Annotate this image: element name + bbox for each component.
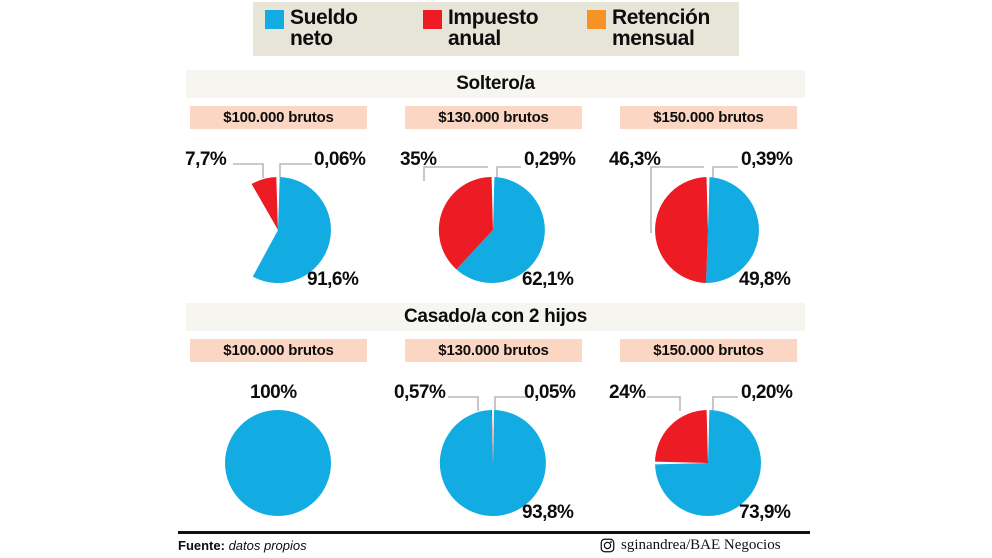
- column-label-soltero-100000: $100.000 brutos: [190, 106, 367, 129]
- column-label-casado-100000: $100.000 brutos: [190, 339, 367, 362]
- pie-label-sueldo: 100%: [250, 382, 297, 403]
- section-title-soltero: Soltero/a: [186, 70, 805, 98]
- pie-label-impuesto: 24%: [609, 382, 646, 403]
- pie-label-sueldo: 91,6%: [307, 269, 359, 290]
- pie-chart-soltero-150000: 46,3% 0,39% 49,8%: [605, 145, 820, 315]
- pie-label-sueldo: 73,9%: [739, 502, 791, 523]
- pie-label-impuesto: 7,7%: [185, 149, 227, 170]
- pie-chart-soltero-100000: 7,7% 0,06% 91,6%: [175, 145, 390, 315]
- footer-credit-text: sginandrea/BAE Negocios: [621, 537, 781, 553]
- pie-label-sueldo: 62,1%: [522, 269, 574, 290]
- pie-chart-svg: [650, 166, 759, 283]
- column-label-casado-150000: $150.000 brutos: [620, 339, 797, 362]
- footer-source-label: Fuente:: [178, 538, 225, 553]
- instagram-icon: [600, 538, 615, 553]
- footer-source: Fuente: datos propios: [178, 538, 307, 553]
- pie-chart-svg: [647, 396, 761, 516]
- legend-item-sueldo-neto: Sueldo neto: [253, 7, 417, 49]
- pie-chart-svg: [233, 163, 331, 283]
- pie-chart-casado-150000: 24% 0,20% 73,9%: [605, 378, 820, 548]
- pie-label-retencion: 0,20%: [741, 382, 793, 403]
- legend-item-retencion-mensual: Retención mensual: [581, 7, 739, 49]
- legend: Sueldo neto Impuesto anual Retención men…: [253, 2, 739, 56]
- pie-label-retencion: 0,05%: [524, 382, 576, 403]
- pie-chart-svg: [225, 410, 331, 516]
- footer-source-value: datos propios: [228, 538, 307, 553]
- legend-item-impuesto-anual: Impuesto anual: [417, 7, 581, 49]
- column-label-soltero-130000: $130.000 brutos: [405, 106, 582, 129]
- square-swatch-icon: [587, 10, 606, 29]
- square-swatch-icon: [265, 10, 284, 29]
- pie-label-retencion: 0,39%: [741, 149, 793, 170]
- pie-label-impuesto: 46,3%: [609, 149, 661, 170]
- pie-chart-soltero-130000: 35% 0,29% 62,1%: [390, 145, 605, 315]
- column-label-casado-130000: $130.000 brutos: [405, 339, 582, 362]
- square-swatch-icon: [423, 10, 442, 29]
- section-title-casado: Casado/a con 2 hijos: [186, 303, 805, 331]
- pie-chart-svg: [423, 166, 545, 283]
- legend-item-label: Retención mensual: [612, 6, 710, 50]
- column-label-soltero-150000: $150.000 brutos: [620, 106, 797, 129]
- pie-label-impuesto: 35%: [400, 149, 437, 170]
- legend-item-label: Sueldo neto: [290, 6, 358, 50]
- pie-chart-svg: [439, 396, 546, 516]
- legend-item-label: Impuesto anual: [448, 6, 539, 50]
- pie-label-retencion: 0,06%: [314, 149, 366, 170]
- pie-label-retencion: 0,29%: [524, 149, 576, 170]
- footer-divider: [178, 531, 810, 534]
- pie-chart-casado-100000: 100%: [175, 378, 390, 548]
- pie-label-sueldo: 49,8%: [739, 269, 791, 290]
- footer-credit: sginandrea/BAE Negocios: [600, 537, 781, 554]
- pie-label-sueldo: 93,8%: [522, 502, 574, 523]
- pie-chart-casado-130000: 0,57% 0,05% 93,8%: [390, 378, 605, 548]
- pie-label-impuesto: 0,57%: [394, 382, 446, 403]
